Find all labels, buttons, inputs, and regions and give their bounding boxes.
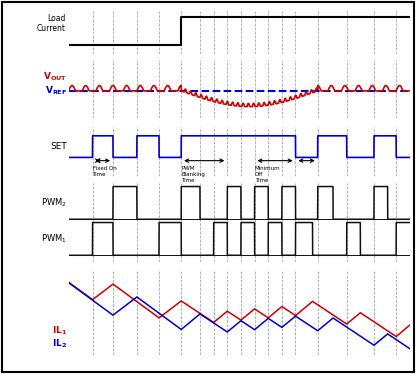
Text: Minimum
Off
Time: Minimum Off Time	[255, 166, 280, 183]
Text: $\mathbf{V_{OUT}}$: $\mathbf{V_{OUT}}$	[43, 70, 67, 83]
Text: $\mathbf{IL_2}$: $\mathbf{IL_2}$	[52, 338, 67, 350]
Text: $\mathbf{IL_1}$: $\mathbf{IL_1}$	[52, 325, 67, 337]
Text: Load
Current: Load Current	[36, 14, 65, 33]
Text: PWM$_1$: PWM$_1$	[41, 233, 67, 245]
Text: $\mathbf{V_{REF}}$: $\mathbf{V_{REF}}$	[45, 85, 67, 97]
Text: SET: SET	[50, 142, 67, 151]
Text: PWM$_2$: PWM$_2$	[41, 197, 67, 209]
Text: PWM
Blanking
Time: PWM Blanking Time	[181, 166, 205, 183]
Text: Fixed On
Time: Fixed On Time	[92, 166, 116, 177]
